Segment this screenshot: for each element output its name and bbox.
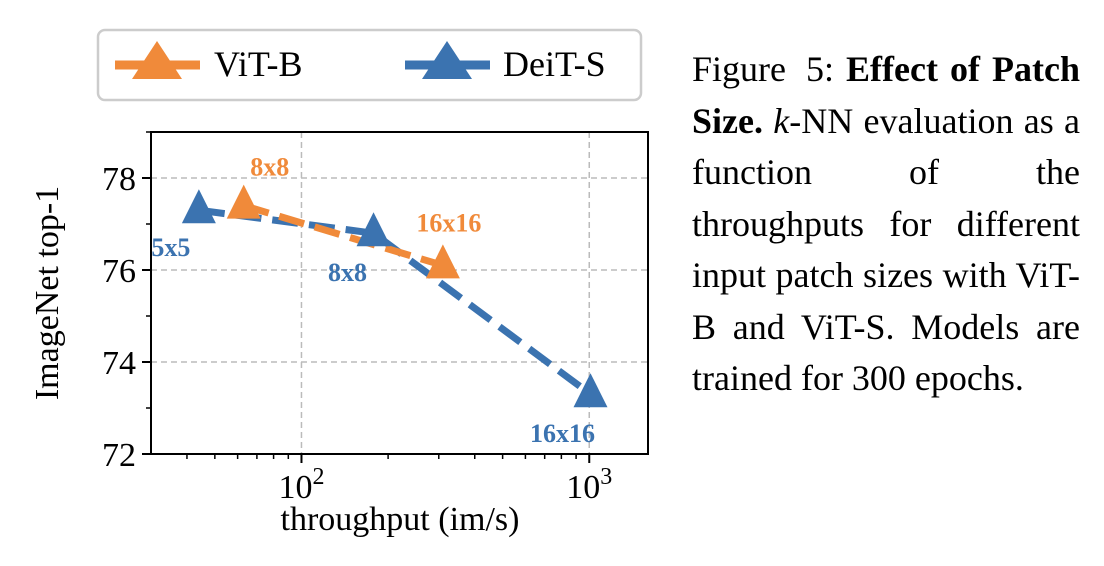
- x-tick-label: 102: [278, 464, 324, 506]
- legend-marker-vit-b: [132, 41, 182, 79]
- marker-deit-s: [573, 373, 608, 408]
- y-tick-label: 78: [102, 161, 136, 198]
- legend-label-deit-s: DeiT-S: [503, 44, 606, 84]
- point-label-deit-s: 16x16: [530, 419, 595, 448]
- caption-italic-k: k: [773, 100, 790, 141]
- series-markers: [181, 184, 608, 408]
- caption-title: Effect of Patch Size.: [692, 49, 1080, 141]
- marker-vit-b: [425, 244, 460, 279]
- x-axis-label: throughput (im/s): [281, 501, 520, 538]
- y-tick-label: 72: [102, 437, 136, 474]
- point-label-deit-s: 5x5: [151, 233, 190, 262]
- series-lines: [198, 202, 593, 398]
- x-tick-label-exponent: 2: [312, 464, 324, 490]
- legend-box: [96, 28, 643, 102]
- x-tick-label: 103: [566, 464, 612, 506]
- figure-caption: Figure 5: Effect of Patch Size. k-NN eva…: [692, 44, 1080, 405]
- point-label-deit-s: 8x8: [328, 258, 367, 287]
- y-axis-label: ImageNet top-1: [29, 186, 66, 400]
- point-label-vit-b: 8x8: [250, 153, 289, 182]
- legend: ViT-B DeiT-S: [96, 28, 643, 102]
- point-label-vit-b: 16x16: [416, 208, 481, 237]
- marker-deit-s: [356, 212, 391, 247]
- series-line-deit-s: [198, 206, 593, 398]
- y-tick-label: 74: [102, 345, 136, 382]
- caption-label: Figure 5:: [692, 49, 835, 89]
- series-line-vit-b: [242, 202, 444, 269]
- legend-marker-deit-s: [422, 41, 472, 79]
- point-labels: 5x5 8x8 16x16 8x8 16x16: [151, 153, 595, 449]
- x-tick-label-base: 10: [278, 469, 312, 506]
- legend-item-deit-s: DeiT-S: [405, 41, 606, 84]
- caption-body: -NN evaluation as a function of the thro…: [692, 100, 1080, 399]
- marker-deit-s: [181, 189, 216, 224]
- y-tick-label: 76: [102, 253, 136, 290]
- legend-label-vit-b: ViT-B: [214, 44, 303, 84]
- plot-frame: [150, 131, 649, 455]
- x-tick-label-exponent: 3: [600, 464, 612, 490]
- x-tick-label-base: 10: [566, 469, 600, 506]
- grid: [151, 132, 648, 454]
- marker-vit-b: [226, 184, 261, 219]
- legend-item-vit-b: ViT-B: [115, 41, 303, 84]
